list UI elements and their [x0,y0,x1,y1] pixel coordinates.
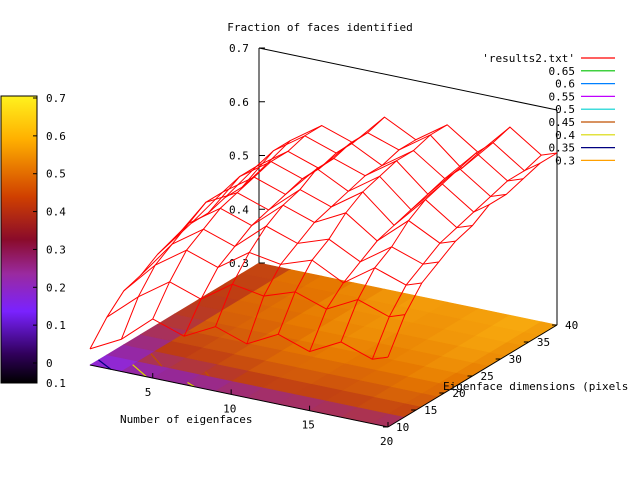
legend-label: 0.6 [555,78,575,91]
colorbar-tick-label: 0.5 [46,168,66,181]
contour-segment [204,371,210,377]
legend-label: 0.5 [555,103,575,116]
surface-col-line [309,152,479,352]
x-tick-label: 10 [223,402,236,415]
z-tick-label: 0.6 [229,96,249,109]
surface-col-line [340,126,511,343]
z-tick-label: 0.4 [229,203,249,216]
contour-segment [132,364,147,378]
y-tick-label: 35 [537,336,550,349]
colorbar [0,95,38,384]
colorbar-tick-label: 0.3 [46,243,66,256]
colorbar-tick-label: 0.6 [46,130,66,143]
surface-col-line [89,171,260,350]
x-tick-label: 15 [302,419,315,432]
colorbar-ticks: 0.7 0.6 0.5 0.4 0.3 0.2 0.1 0 0.1 [33,92,66,390]
colorbar-tick-label: 0.2 [46,281,66,294]
y-tick-label: 25 [481,370,494,383]
y-tick-label: 10 [396,421,409,434]
surface-col-line [246,139,417,345]
surface-wireframe [89,116,558,360]
x-tick-label: 20 [380,435,393,448]
y-tick-label: 30 [509,353,522,366]
x-tick-label: 5 [145,386,152,399]
legend-label: 0.4 [555,129,575,142]
surface-col-line [371,154,542,360]
legend-label: 0.65 [549,65,576,78]
colorbar-tick-label: 0.1 [46,319,66,332]
surface-col-line [277,124,448,335]
colorbar-bottom-label: 0.1 [46,377,66,390]
contour-segment [98,359,112,370]
surface-col-line [387,152,558,358]
legend-label: 'results2.txt' [482,52,575,65]
back-top-line [258,47,558,111]
x-axis-line [89,364,389,428]
y-tick-label: 20 [452,387,465,400]
y-tick-label: 15 [424,404,437,417]
z-tick-label: 0.7 [229,42,249,55]
legend-label: 0.3 [555,154,575,167]
surface-col-line [120,140,291,340]
surface-col-line [152,125,322,320]
legend: 'results2.txt'0.650.60.550.50.450.40.350… [482,52,615,167]
base-plane [89,262,558,428]
legend-label: 0.35 [549,142,576,155]
chart-title: Fraction of faces identified [227,21,412,34]
y-axis-label: Eigenface dimensions (pixels [443,380,628,393]
legend-label: 0.55 [549,90,576,103]
colorbar-tick-label: 0.4 [46,206,66,219]
colorbar-tick-label: 0 [46,357,53,370]
y-tick-label: 40 [565,319,578,332]
z-tick-label: 0.5 [229,150,249,163]
contour-segment [150,353,163,367]
surface-col-line [215,116,385,327]
legend-label: 0.45 [549,116,576,129]
colorbar-tick-label: 0.7 [46,92,66,105]
x-axis-label: Number of eigenfaces [120,413,252,426]
